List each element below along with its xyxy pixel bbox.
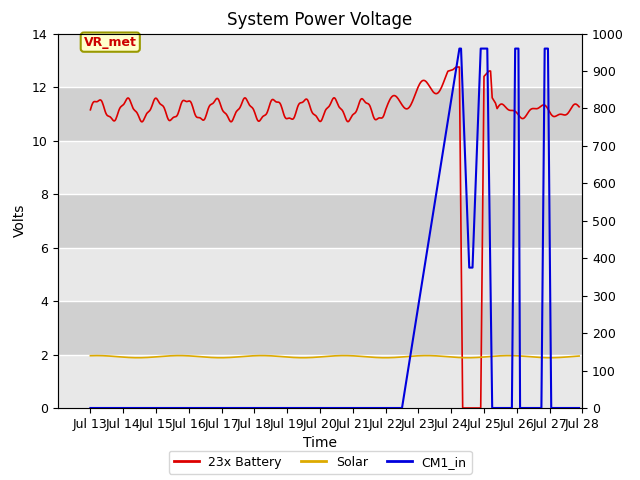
Bar [58,355,582,408]
X-axis label: Time: Time [303,436,337,450]
Y-axis label: Volts: Volts [12,204,26,238]
Bar [58,34,582,87]
Bar [58,87,582,141]
Bar [58,141,582,194]
Bar [58,248,582,301]
Legend: 23x Battery, Solar, CM1_in: 23x Battery, Solar, CM1_in [168,451,472,474]
Bar [58,301,582,355]
Title: System Power Voltage: System Power Voltage [227,11,413,29]
Text: VR_met: VR_met [84,36,137,48]
Bar [58,194,582,248]
